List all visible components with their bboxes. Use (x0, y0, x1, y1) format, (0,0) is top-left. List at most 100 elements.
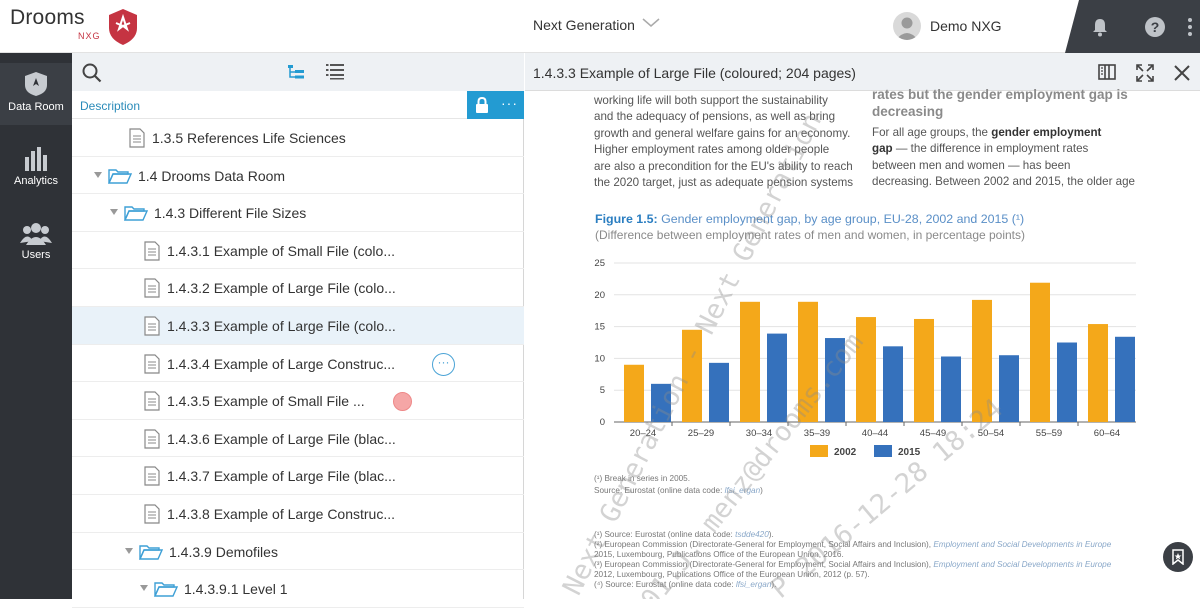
tree-file-row[interactable]: 1.4.3.4 Example of Large Construc... ··· (72, 345, 524, 383)
folder-open-icon (139, 544, 163, 560)
top-header: Drooms NXG Next Generation Demo NXG ? (0, 0, 1200, 53)
bar-2015-20–24 (651, 383, 671, 422)
more-vertical-icon[interactable] (1185, 16, 1195, 38)
tree-item-label: 1.4.3.9 Demofiles (169, 543, 278, 560)
logo-shield-icon (109, 9, 137, 45)
doc-line: between men and women — has been (872, 158, 1071, 172)
tree-file-row[interactable]: 1.4.3.5 Example of Small File ... (72, 382, 524, 420)
tree-folder-row[interactable]: 1.4.3.9 Demofiles (72, 533, 524, 571)
user-avatar-icon (896, 17, 918, 40)
footnote-line: (¹) Source: Eurostat (online data code: … (594, 530, 774, 539)
tree-file-row[interactable]: 1.4.3.8 Example of Large Construc... (72, 495, 524, 533)
footnote-line: (²) European Commission (Directorate-Gen… (594, 540, 1112, 549)
drooms-logo[interactable]: Drooms NXG (10, 6, 137, 45)
tree-item-label: 1.4.3.1 Example of Small File (colo... (167, 242, 395, 259)
tree-folder-row[interactable]: 1.4.3.9.1 Level 1 (72, 570, 524, 608)
tree-file-row[interactable]: 1.3.5 References Life Sciences (72, 119, 524, 157)
tree-file-row[interactable]: 1.4.3.3 Example of Large File (colo... (72, 307, 524, 345)
doc-line: Higher employment rates among older peop… (594, 143, 830, 157)
document-icon (144, 391, 160, 411)
tree-file-row[interactable]: 1.4.3.7 Example of Large File (blac... (72, 457, 524, 495)
expand-arrow-icon[interactable] (125, 547, 133, 554)
tree-file-row[interactable]: 1.4.3.6 Example of Large File (blac... (72, 420, 524, 458)
close-icon[interactable] (1173, 64, 1191, 82)
bell-icon[interactable] (1089, 16, 1111, 38)
tree-view-button[interactable] (281, 57, 311, 87)
doc-line: decreasing. Between 2002 and 2015, the o… (872, 175, 1135, 189)
nav-label-analytics: Analytics (13, 175, 59, 187)
description-label[interactable]: Description (80, 99, 141, 113)
figure-title: Figure 1.5: Gender employment gap, by ag… (595, 212, 1025, 226)
x-tick-label: 45–49 (920, 428, 946, 439)
tree-item-label: 1.3.5 References Life Sciences (152, 130, 346, 146)
viewer-header: 1.4.3.3 Example of Large File (coloured;… (525, 53, 1200, 91)
gender-gap-bar-chart: 0 5 10 15 20 25 20–24 25–29 30–34 35–39 40–44 45–49… (594, 258, 1136, 458)
x-tick-label: 60–64 (1094, 428, 1120, 439)
split-view-icon[interactable] (1098, 64, 1116, 80)
list-view-icon[interactable] (325, 62, 345, 80)
users-icon (20, 223, 52, 245)
document-icon (144, 429, 160, 449)
bar-2002-55–59 (1030, 282, 1050, 422)
doc-line: are also a precondition for the EU's abi… (594, 159, 853, 173)
y-tick-label: 10 (594, 353, 605, 364)
figure-note: (¹) Break in series in 2005. (594, 474, 691, 483)
x-tick-label: 50–54 (978, 428, 1004, 439)
analytics-icon (25, 147, 47, 171)
document-icon (144, 504, 160, 524)
logo-subtext: NXG (78, 31, 101, 41)
main-nav: Data Room Analytics Users (0, 53, 72, 599)
x-tick-label: 20–24 (630, 428, 656, 439)
doc-line: the 2020 target, just as adequate pensio… (594, 176, 854, 190)
document-left-column: working life will both support the susta… (594, 93, 864, 191)
bookmark-button[interactable] (1163, 542, 1193, 572)
x-tick-label: 25–29 (688, 428, 714, 439)
x-tick-label: 55–59 (1036, 428, 1062, 439)
expand-arrow-icon[interactable] (140, 585, 148, 592)
fullscreen-icon[interactable] (1136, 64, 1154, 82)
expand-arrow-icon[interactable] (110, 209, 118, 216)
row-more-actions-icon[interactable]: ··· (432, 352, 455, 376)
nav-users[interactable]: Users (0, 221, 72, 271)
description-actions: ··· (467, 91, 524, 119)
tree-folder-row[interactable]: 1.4 Drooms Data Room (72, 157, 524, 195)
project-selector[interactable]: Next Generation (533, 17, 660, 33)
logo-text: Drooms (10, 6, 85, 29)
expand-arrow-icon[interactable] (94, 171, 102, 178)
footnote-line: (⁴) Source: Eurostat (online data code: … (594, 580, 777, 589)
folder-open-icon (154, 582, 178, 597)
nav-analytics[interactable]: Analytics (0, 147, 72, 197)
tree-item-label: 1.4.3.8 Example of Large Construc... (167, 506, 396, 522)
tree-item-label: 1.4.3.5 Example of Small File ... (167, 393, 365, 410)
tree-item-label: 1.4.3.3 Example of Large File (colo... (167, 318, 396, 334)
chevron-down-icon (642, 18, 660, 27)
bar-2002-40–44 (856, 317, 876, 422)
tree-view-icon (288, 65, 304, 79)
footnote-line: 2015, Luxembourg, Publications Office of… (594, 550, 844, 559)
tree-item-label: 1.4.3.7 Example of Large File (blac... (167, 468, 396, 485)
doc-line: working life will both support the susta… (594, 94, 828, 107)
y-tick-label: 15 (594, 322, 605, 333)
search-icon[interactable] (82, 63, 102, 83)
bar-2002-60–64 (1088, 324, 1108, 422)
x-tick-label: 40–44 (862, 428, 888, 439)
nav-data-room[interactable]: Data Room (0, 63, 72, 125)
tree-file-row[interactable]: 1.4.3.2 Example of Large File (colo... (72, 269, 524, 307)
legend-swatch (874, 445, 892, 457)
header-actions: ? (1065, 0, 1200, 53)
y-tick-label: 0 (600, 417, 605, 428)
panel-toolbar (72, 53, 524, 91)
tree-folder-row[interactable]: 1.4.3 Different File Sizes (72, 194, 524, 232)
y-tick-label: 25 (594, 258, 605, 269)
doc-subheading: decreasing (872, 104, 944, 119)
lock-icon[interactable] (475, 97, 489, 113)
bar-2015-55–59 (1057, 342, 1077, 422)
bar-2015-35–39 (825, 338, 845, 422)
doc-line: and the adequacy of pensions, as well as… (594, 110, 836, 124)
avatar (893, 12, 921, 40)
doc-line: For all age groups, the gender employmen… (872, 126, 1102, 139)
more-actions-icon[interactable]: ··· (501, 95, 518, 111)
help-icon[interactable]: ? (1144, 16, 1166, 38)
tree-file-row[interactable]: 1.4.3.1 Example of Small File (colo... (72, 232, 524, 270)
tree-item-label: 1.4.3 Different File Sizes (154, 205, 307, 222)
